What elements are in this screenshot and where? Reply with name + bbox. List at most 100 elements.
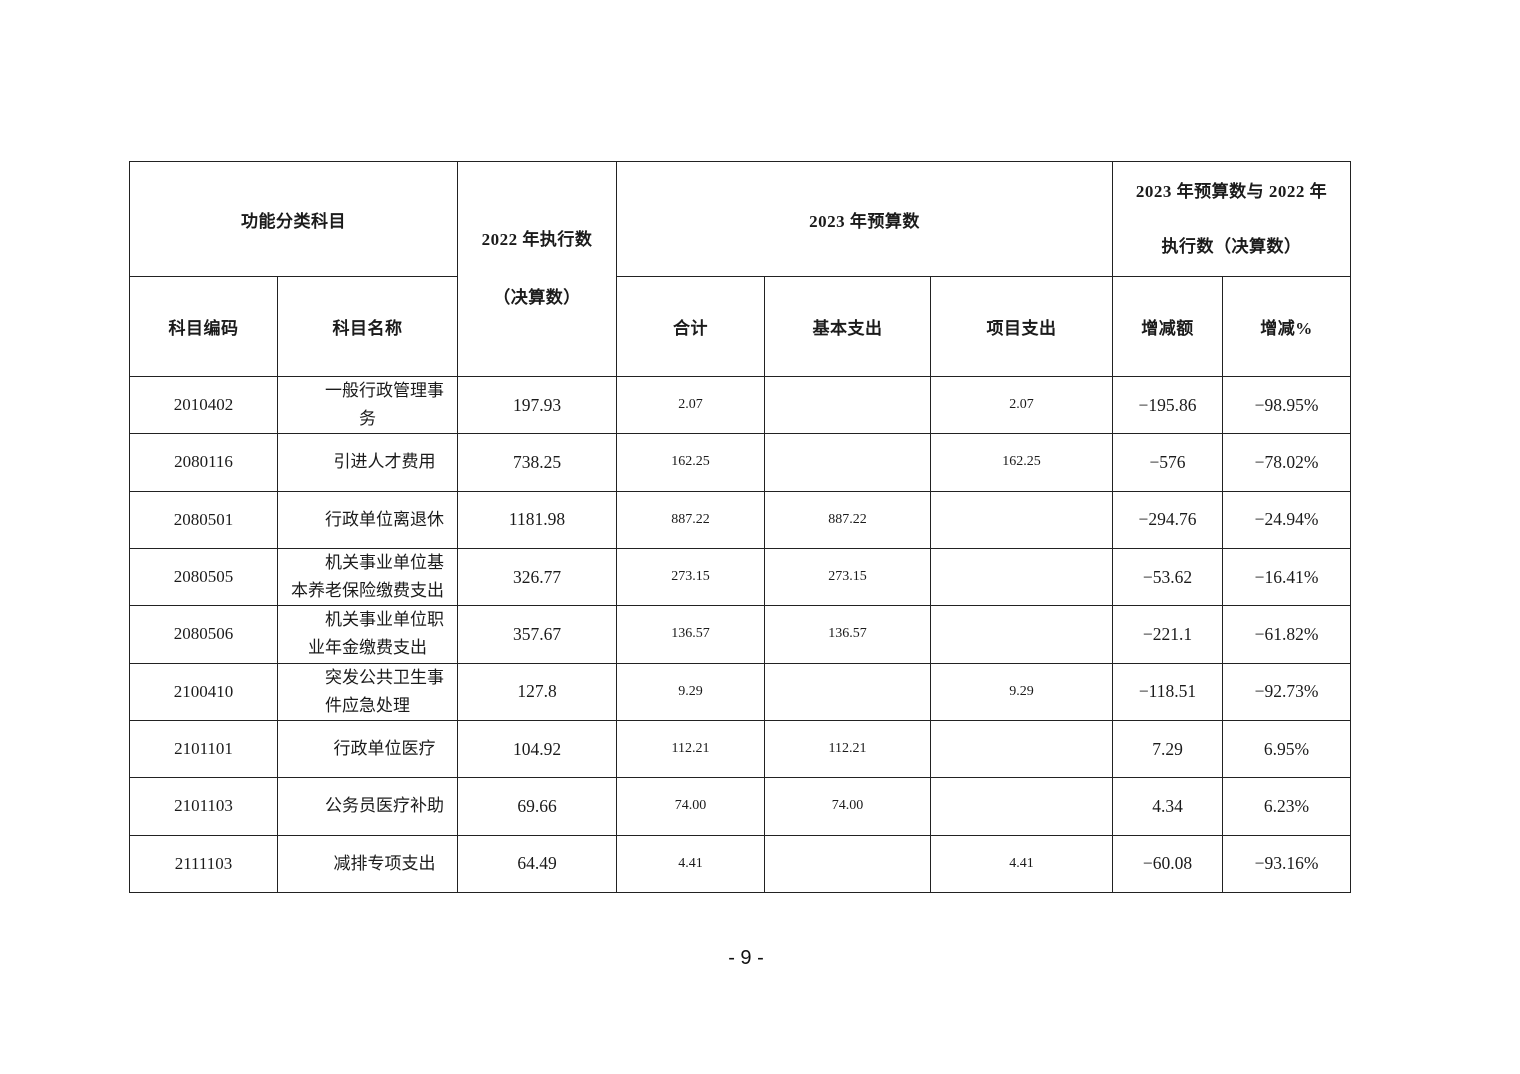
header-total: 合计	[616, 276, 765, 377]
header-project-expenditure: 项目支出	[930, 276, 1113, 377]
cell-project	[930, 719, 1113, 779]
header-2022-execution-line2: （决算数）	[493, 288, 581, 307]
cell-basic	[764, 375, 931, 435]
table-body: 2010402 一般行政管理事务 197.93 2.07 2.07 −195.86 −98.…	[129, 375, 1351, 894]
cell-total: 273.15	[616, 547, 765, 607]
cell-name: 机关事业单位基本养老保险缴费支出	[277, 547, 458, 607]
subject-name-line: 本养老保险缴费支出	[291, 581, 444, 601]
subject-name-line: 机关事业单位职	[325, 610, 444, 630]
subject-name-line: 减排专项支出	[333, 853, 436, 873]
cell-exec2022: 357.67	[457, 605, 617, 664]
cell-name: 行政单位医疗	[277, 719, 458, 779]
subject-name-line: 机关事业单位基	[325, 553, 444, 573]
cell-change_amount: −221.1	[1112, 605, 1223, 664]
cell-name: 减排专项支出	[277, 834, 458, 894]
cell-code: 2080501	[129, 490, 278, 549]
cell-project	[930, 547, 1113, 607]
subject-name-line: 业年金缴费支出	[308, 638, 427, 658]
table-row: 2010402 一般行政管理事务 197.93 2.07 2.07 −195.86 −98.…	[129, 375, 1351, 435]
cell-basic	[764, 834, 931, 894]
cell-exec2022: 197.93	[457, 375, 617, 435]
cell-total: 74.00	[616, 777, 765, 836]
cell-name: 公务员医疗补助	[277, 777, 458, 836]
subject-name-line: 行政单位医疗	[333, 739, 436, 759]
cell-change_amount: 7.29	[1112, 719, 1223, 779]
cell-total: 2.07	[616, 375, 765, 435]
header-comparison-line1: 2023 年预算数与 2022 年	[1135, 182, 1328, 201]
header-row-group: 功能分类科目 2022 年执行数 （决算数） 2023 年预算数 2023 年预…	[129, 161, 1351, 377]
cell-project: 4.41	[930, 834, 1113, 894]
cell-code: 2101101	[129, 719, 278, 779]
cell-basic	[764, 662, 931, 721]
cell-name: 一般行政管理事务	[277, 375, 458, 435]
cell-name: 引进人才费用	[277, 433, 458, 492]
subject-name-line: 务	[359, 409, 376, 429]
cell-change_percent: −98.95%	[1222, 375, 1351, 435]
header-row-columns: 科目编码 科目名称 合计 基本支出 项目支出 增减额 增减%	[129, 276, 1351, 377]
cell-change_percent: 6.95%	[1222, 719, 1351, 779]
cell-change_percent: −92.73%	[1222, 662, 1351, 721]
cell-total: 162.25	[616, 433, 765, 492]
table-header: 功能分类科目 2022 年执行数 （决算数） 2023 年预算数 2023 年预…	[129, 161, 1351, 377]
table-row: 2080506 机关事业单位职 业年金缴费支出 357.67 136.57 136.57−…	[129, 605, 1351, 664]
cell-name: 行政单位离退休	[277, 490, 458, 549]
header-subject-name: 科目名称	[277, 276, 458, 377]
cell-total: 9.29	[616, 662, 765, 721]
subject-name-line: 引进人才费用	[333, 452, 436, 472]
cell-exec2022: 104.92	[457, 719, 617, 779]
header-change-amount: 增减额	[1112, 276, 1223, 377]
cell-basic: 74.00	[764, 777, 931, 836]
cell-project	[930, 490, 1113, 549]
cell-change_percent: −93.16%	[1222, 834, 1351, 894]
cell-change_amount: −60.08	[1112, 834, 1223, 894]
cell-change_amount: −53.62	[1112, 547, 1223, 607]
cell-change_percent: −78.02%	[1222, 433, 1351, 492]
cell-project: 2.07	[930, 375, 1113, 435]
cell-change_percent: −16.41%	[1222, 547, 1351, 607]
cell-project	[930, 605, 1113, 664]
cell-code: 2080116	[129, 433, 278, 492]
cell-basic	[764, 433, 931, 492]
budget-table: 功能分类科目 2022 年执行数 （决算数） 2023 年预算数 2023 年预…	[129, 161, 1351, 894]
cell-exec2022: 738.25	[457, 433, 617, 492]
table-row: 2101103 公务员医疗补助 69.66 74.00 74.00 4.34 6.23%	[129, 777, 1351, 836]
cell-change_amount: 4.34	[1112, 777, 1223, 836]
subject-name-line: 一般行政管理事	[325, 381, 444, 401]
subject-name-line: 行政单位离退休	[325, 509, 444, 529]
cell-code: 2080505	[129, 547, 278, 607]
cell-exec2022: 69.66	[457, 777, 617, 836]
cell-project: 162.25	[930, 433, 1113, 492]
header-comparison-line2: 执行数（决算数）	[1161, 237, 1302, 256]
cell-basic: 136.57	[764, 605, 931, 664]
cell-exec2022: 1181.98	[457, 490, 617, 549]
cell-code: 2101103	[129, 777, 278, 836]
cell-change_amount: −576	[1112, 433, 1223, 492]
table-row: 2080116 引进人才费用 738.25 162.25 162.25 −576 −78.0…	[129, 433, 1351, 492]
cell-exec2022: 64.49	[457, 834, 617, 894]
cell-total: 112.21	[616, 719, 765, 779]
cell-exec2022: 326.77	[457, 547, 617, 607]
header-subject-code: 科目编码	[129, 276, 278, 377]
cell-change_percent: 6.23%	[1222, 777, 1351, 836]
table-row: 2080501 行政单位离退休 1181.98 887.22 887.22 −294.76…	[129, 490, 1351, 549]
cell-change_percent: −61.82%	[1222, 605, 1351, 664]
cell-exec2022: 127.8	[457, 662, 617, 721]
header-change-percent: 增减%	[1222, 276, 1351, 377]
cell-total: 136.57	[616, 605, 765, 664]
cell-basic: 273.15	[764, 547, 931, 607]
table-row: 2111103 减排专项支出 64.49 4.41 4.41 −60.08 −93.16%	[129, 834, 1351, 894]
cell-code: 2111103	[129, 834, 278, 894]
header-2022-execution: 2022 年执行数 （决算数）	[457, 161, 617, 377]
cell-change_amount: −195.86	[1112, 375, 1223, 435]
cell-basic: 112.21	[764, 719, 931, 779]
header-functional-classification: 功能分类科目	[129, 161, 458, 277]
cell-name: 机关事业单位职业年金缴费支出	[277, 605, 458, 664]
cell-change_amount: −294.76	[1112, 490, 1223, 549]
cell-change_percent: −24.94%	[1222, 490, 1351, 549]
header-2022-execution-line1: 2022 年执行数	[481, 230, 593, 249]
header-2023-budget: 2023 年预算数	[616, 161, 1113, 277]
subject-name-line: 突发公共卫生事	[325, 667, 444, 687]
subject-name-line: 公务员医疗补助	[325, 796, 444, 816]
subject-name-line: 件应急处理	[325, 695, 410, 715]
